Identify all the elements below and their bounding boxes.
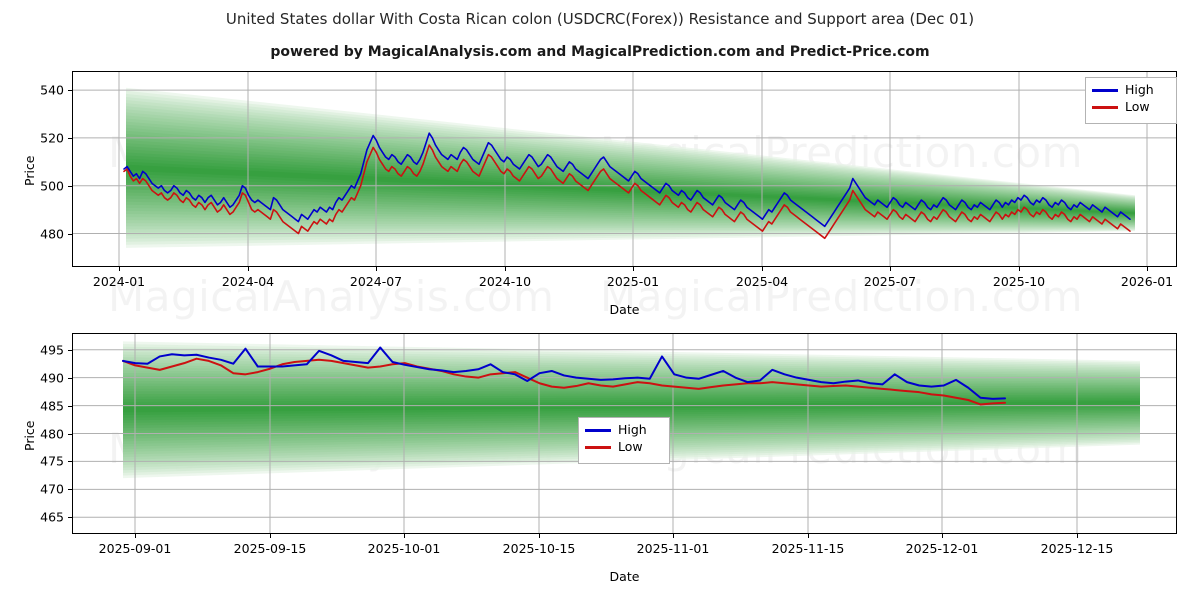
x-axis-tick-mark: [942, 534, 943, 538]
y-axis-tick-mark: [68, 461, 72, 463]
legend-label-low: Low: [618, 439, 643, 455]
y-axis-tick-label: 540: [40, 82, 64, 98]
band-layer: [123, 401, 1140, 413]
y-axis-tick-label: 465: [40, 509, 64, 525]
x-axis-tick-label: 2025-11-01: [636, 541, 710, 556]
x-axis-tick-label: 2024-07: [349, 274, 403, 289]
lower-legend: High Low: [578, 417, 670, 464]
y-axis-tick-label: 475: [40, 453, 64, 469]
y-axis-tick-label: 490: [40, 370, 64, 386]
legend-label-low: Low: [1125, 99, 1150, 115]
legend-label-high: High: [1125, 82, 1154, 98]
x-axis-tick-mark: [808, 534, 809, 538]
y-axis-tick-mark: [68, 185, 72, 187]
y-axis-tick-mark: [68, 433, 72, 435]
x-axis-tick-mark: [1147, 267, 1148, 271]
y-axis-tick-label: 480: [40, 226, 64, 242]
legend-swatch-low: [585, 446, 611, 449]
x-axis-tick-label: 2025-09-15: [233, 541, 307, 556]
y-axis-tick-mark: [68, 489, 72, 491]
y-axis-tick-mark: [68, 405, 72, 407]
y-axis-tick-label: 485: [40, 398, 64, 414]
x-axis-tick-mark: [762, 267, 763, 271]
lower-y-axis-title: Price: [22, 420, 37, 452]
resistance-support-bands: [126, 87, 1135, 248]
x-axis-tick-label: 2024-01: [92, 274, 146, 289]
x-axis-tick-label: 2024-04: [221, 274, 275, 289]
page-subtitle: powered by MagicalAnalysis.com and Magic…: [270, 44, 930, 60]
legend-swatch-high: [1092, 89, 1118, 92]
resistance-support-bands: [123, 341, 1140, 479]
legend-item-low: Low: [1092, 99, 1169, 116]
lower-x-axis-title: Date: [609, 569, 640, 584]
series-line-high: [123, 132, 1131, 228]
y-axis-tick-label: 495: [40, 342, 64, 358]
x-axis-tick-label: 2025-11-15: [771, 541, 845, 556]
x-axis-tick-label: 2025-01: [606, 274, 660, 289]
y-axis-tick-label: 500: [40, 178, 64, 194]
legend-label-high: High: [618, 422, 647, 438]
x-axis-tick-label: 2025-07: [863, 274, 917, 289]
x-axis-tick-mark: [135, 534, 136, 538]
upper-chart-svg: [72, 71, 1177, 267]
y-axis-tick-mark: [68, 233, 72, 235]
series-line-low: [122, 357, 1006, 406]
legend-swatch-low: [1092, 106, 1118, 109]
page-title: United States dollar With Costa Rican co…: [225, 10, 975, 28]
x-axis-tick-mark: [119, 267, 120, 271]
lower-chart-panel: [72, 333, 1177, 534]
y-axis-tick-mark: [68, 137, 72, 139]
x-axis-tick-mark: [890, 267, 891, 271]
upper-legend: High Low: [1085, 77, 1177, 124]
x-axis-tick-label: 2025-10: [992, 274, 1046, 289]
legend-item-high: High: [585, 422, 662, 439]
x-axis-tick-mark: [1019, 267, 1020, 271]
x-axis-tick-label: 2025-12-01: [905, 541, 979, 556]
x-axis-tick-label: 2025-04: [735, 274, 789, 289]
x-axis-tick-label: 2025-10-01: [367, 541, 441, 556]
x-axis-tick-mark: [539, 534, 540, 538]
x-axis-tick-mark: [505, 267, 506, 271]
legend-item-low: Low: [585, 439, 662, 456]
upper-plot-area: [72, 71, 1177, 267]
x-axis-tick-mark: [248, 267, 249, 271]
lower-plot-area: [72, 333, 1177, 534]
y-axis-tick-label: 470: [40, 481, 64, 497]
x-axis-tick-mark: [404, 534, 405, 538]
x-axis-tick-mark: [270, 534, 271, 538]
x-axis-tick-mark: [633, 267, 634, 271]
x-axis-tick-label: 2024-10: [478, 274, 532, 289]
upper-y-axis-title: Price: [22, 155, 37, 187]
x-axis-tick-mark: [376, 267, 377, 271]
y-axis-tick-mark: [68, 377, 72, 379]
x-axis-tick-label: 2026-01: [1120, 274, 1174, 289]
x-axis-tick-label: 2025-10-15: [502, 541, 576, 556]
gridlines: [72, 71, 1177, 267]
upper-x-axis-title: Date: [609, 302, 640, 317]
y-axis-tick-mark: [68, 517, 72, 519]
series-line-high: [122, 346, 1006, 400]
legend-item-high: High: [1092, 82, 1169, 99]
series-line-low: [123, 144, 1131, 240]
x-axis-tick-label: 2025-09-01: [98, 541, 172, 556]
x-axis-tick-mark: [673, 534, 674, 538]
y-axis-tick-mark: [68, 349, 72, 351]
y-axis-tick-label: 480: [40, 426, 64, 441]
y-axis-tick-label: 520: [40, 130, 64, 146]
legend-swatch-high: [585, 429, 611, 432]
x-axis-tick-mark: [1077, 534, 1078, 538]
y-axis-tick-mark: [68, 90, 72, 92]
lower-chart-svg: [72, 333, 1177, 534]
x-axis-tick-label: 2025-12-15: [1040, 541, 1114, 556]
upper-chart-panel: [72, 71, 1177, 267]
